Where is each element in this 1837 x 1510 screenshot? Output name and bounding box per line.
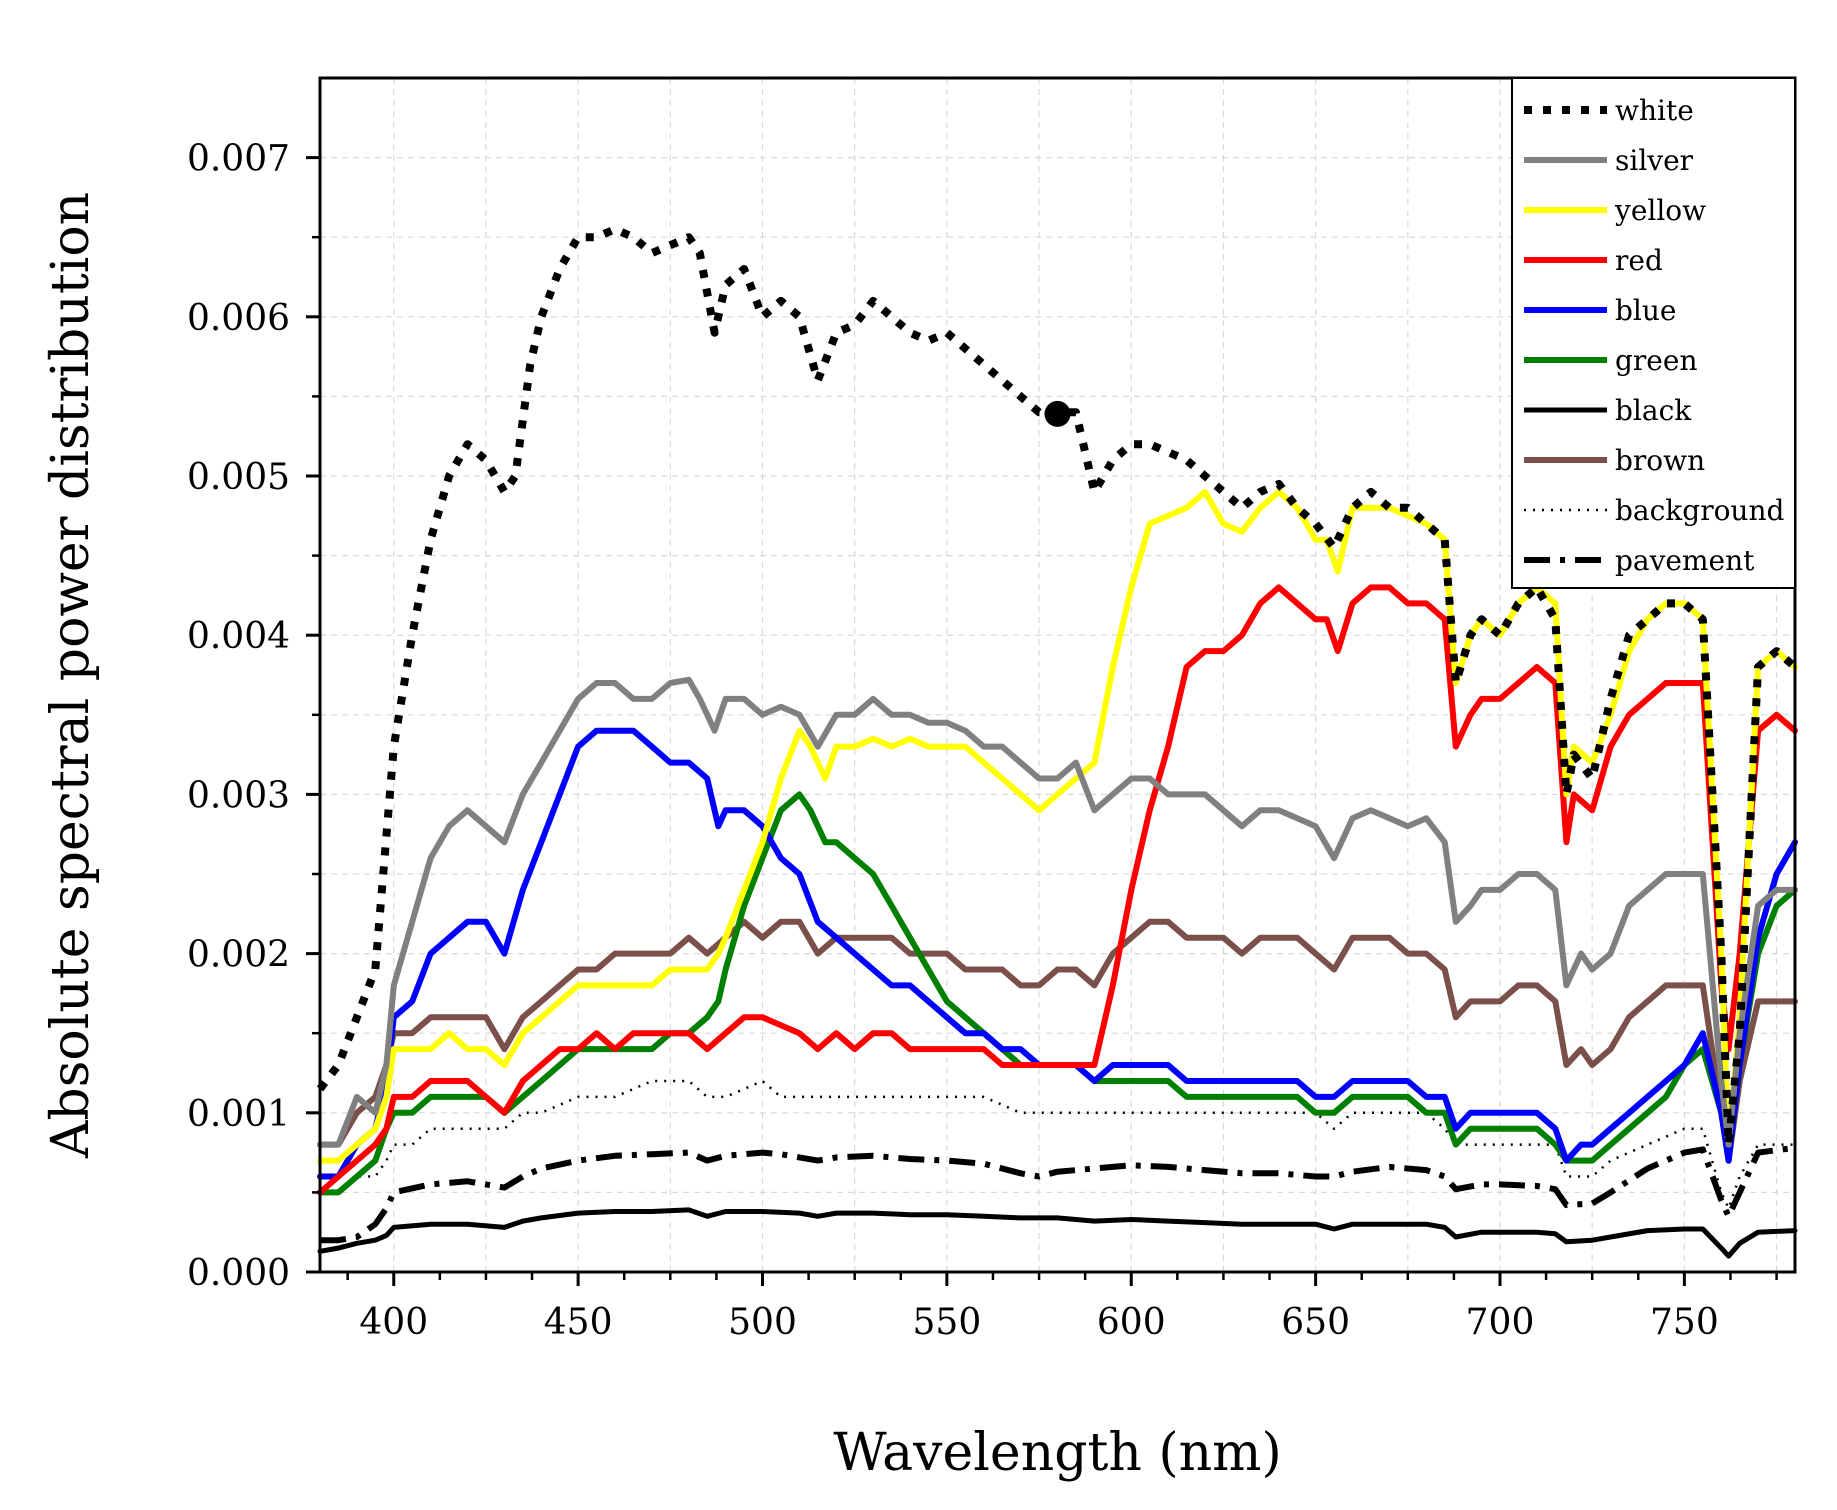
y-tick-label: 0.004 (187, 616, 290, 657)
series-line-silver (317, 676, 1798, 1148)
y-tick-label: 0.002 (187, 935, 290, 976)
legend-label-background: background (1615, 494, 1784, 527)
grid (320, 78, 1795, 1272)
series-line-background (320, 1079, 1795, 1210)
series-layer (316, 225, 1798, 1259)
y-tick-label: 0.005 (187, 457, 290, 498)
x-tick-label: 500 (728, 1302, 797, 1343)
y-tick-label: 0.001 (187, 1094, 290, 1135)
y-tick-label: 0.000 (187, 1253, 290, 1294)
legend-label-green: green (1615, 344, 1697, 377)
legend-label-silver: silver (1615, 144, 1694, 177)
annotation-marker (1044, 400, 1071, 427)
series-line-red (317, 584, 1798, 1196)
x-tick-label: 550 (913, 1302, 982, 1343)
legend-label-brown: brown (1615, 444, 1705, 477)
x-axis-title: Wavelength (nm) (833, 1423, 1282, 1483)
plot-frame (318, 76, 1797, 1274)
series-line-pavement (320, 1144, 1796, 1244)
legend-label-white: white (1615, 94, 1694, 127)
y-axis-title: Absolute spectral power distribution (41, 192, 101, 1159)
x-tick-label: 650 (1281, 1302, 1350, 1343)
legend-label-blue: blue (1615, 294, 1676, 327)
axis-ticks: 400 450 500 550 600 650 700 750 0.000 0.001 0.002 0… (187, 139, 1778, 1343)
legend-label-yellow: yellow (1614, 194, 1706, 227)
x-tick-label: 450 (544, 1302, 613, 1343)
x-tick-label: 400 (359, 1302, 428, 1343)
annotation-layer (1044, 400, 1071, 427)
series-line-brown (317, 918, 1798, 1164)
legend-label-black: black (1615, 394, 1692, 427)
legend-label-red: red (1615, 244, 1663, 277)
x-tick-label: 700 (1466, 1302, 1535, 1343)
legend-label-pavement: pavement (1615, 544, 1755, 577)
x-tick-label: 600 (1097, 1302, 1166, 1343)
series-line-yellow (317, 488, 1798, 1164)
series-line-black (317, 1207, 1798, 1259)
y-tick-label: 0.003 (187, 775, 290, 816)
x-tick-label: 750 (1650, 1302, 1719, 1343)
legend: white silver yellow red blue green black brown b… (1511, 77, 1796, 589)
y-tick-label: 0.007 (187, 139, 290, 180)
series-line-white (316, 225, 1798, 1149)
y-tick-label: 0.006 (187, 298, 290, 339)
